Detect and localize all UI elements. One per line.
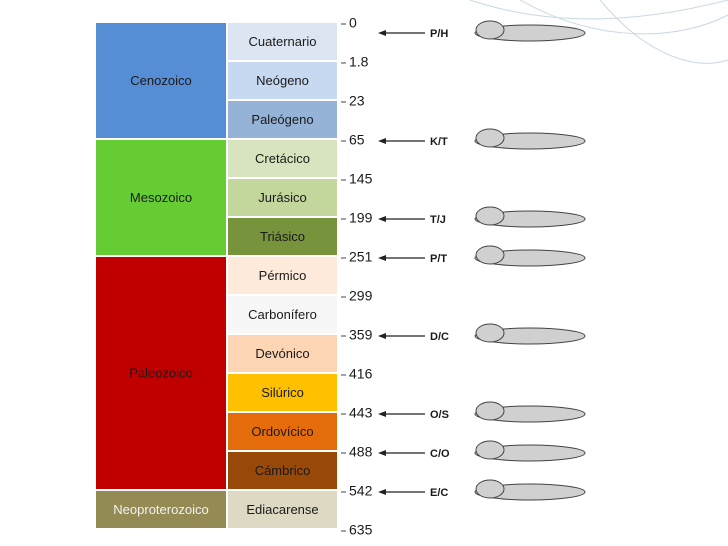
arrow-head <box>378 333 386 339</box>
event-label: T/J <box>430 214 446 226</box>
period-name: Cuaternario <box>249 34 317 49</box>
arrow-head <box>378 450 386 456</box>
swirl-line <box>519 0 728 35</box>
period-name: Jurásico <box>258 190 306 205</box>
period-cell <box>226 255 339 296</box>
era-name: Mesozoico <box>130 190 192 205</box>
arrow-head <box>378 30 386 36</box>
event-label: P/T <box>430 253 447 265</box>
arrow-head <box>378 138 386 144</box>
period-cell <box>226 216 339 257</box>
fossil-head <box>475 479 505 499</box>
event-label: D/C <box>430 331 449 343</box>
fossil-illustration <box>474 440 586 462</box>
fossil-head <box>475 245 505 265</box>
boundary-age: 1.8 <box>349 54 369 70</box>
period-cell <box>226 21 339 62</box>
period-cell <box>226 60 339 101</box>
era-name: Paleozoico <box>129 365 193 380</box>
arrow-head <box>378 216 386 222</box>
period-name: Carbonífero <box>248 307 317 322</box>
event-label: C/O <box>430 448 450 460</box>
fossil-illustration <box>474 20 586 42</box>
boundary-age: 542 <box>349 483 373 499</box>
fossil-illustration <box>474 479 586 501</box>
period-cell <box>226 177 339 218</box>
event-label: K/T <box>430 136 448 148</box>
boundary-age: 416 <box>349 366 373 382</box>
boundary-age: 145 <box>349 171 373 187</box>
fossil-illustration <box>474 323 586 345</box>
period-cell <box>226 333 339 374</box>
fossil-head <box>475 323 505 343</box>
fossil-head <box>475 401 505 421</box>
fossil-head <box>475 128 505 148</box>
period-name: Ediacarense <box>246 502 318 517</box>
era-cell <box>94 21 228 140</box>
era-cell <box>94 255 228 491</box>
arrow-head <box>378 411 386 417</box>
boundary-age: 23 <box>349 93 365 109</box>
boundary-age: 443 <box>349 405 373 421</box>
boundary-age: 635 <box>349 522 373 538</box>
period-cell <box>226 450 339 491</box>
period-name: Silúrico <box>261 385 304 400</box>
period-name: Neógeno <box>256 73 309 88</box>
period-name: Cámbrico <box>255 463 311 478</box>
swirl-line <box>599 0 728 64</box>
period-cell <box>226 411 339 452</box>
period-name: Paleógeno <box>251 112 313 127</box>
boundary-age: 65 <box>349 132 365 148</box>
boundary-age: 299 <box>349 288 373 304</box>
boundary-age: 488 <box>349 444 373 460</box>
fossil-head <box>475 440 505 460</box>
era-name: Cenozoico <box>130 73 191 88</box>
arrow-head <box>378 489 386 495</box>
fossil-illustration <box>474 206 586 228</box>
period-name: Devónico <box>255 346 309 361</box>
period-name: Ordovícico <box>251 424 313 439</box>
boundary-age: 251 <box>349 249 373 265</box>
swirl-line <box>469 0 728 20</box>
boundary-age: 359 <box>349 327 373 343</box>
period-cell <box>226 372 339 413</box>
event-label: E/C <box>430 487 448 499</box>
period-name: Triásico <box>260 229 305 244</box>
period-name: Cretácico <box>255 151 310 166</box>
fossil-illustration <box>474 245 586 267</box>
fossil-illustration <box>474 401 586 423</box>
arrow-head <box>378 255 386 261</box>
fossil-head <box>475 206 505 226</box>
boundary-age: 0 <box>349 15 357 31</box>
era-cell <box>94 489 228 530</box>
fossil-illustration <box>474 128 586 150</box>
decorative-swirl <box>469 0 728 64</box>
boundary-age: 199 <box>349 210 373 226</box>
period-name: Pérmico <box>259 268 307 283</box>
event-label: P/H <box>430 28 448 40</box>
fossil-head <box>475 20 505 40</box>
period-cell <box>226 489 339 530</box>
event-label: O/S <box>430 409 449 421</box>
era-name: Neoproterozoico <box>113 502 208 517</box>
